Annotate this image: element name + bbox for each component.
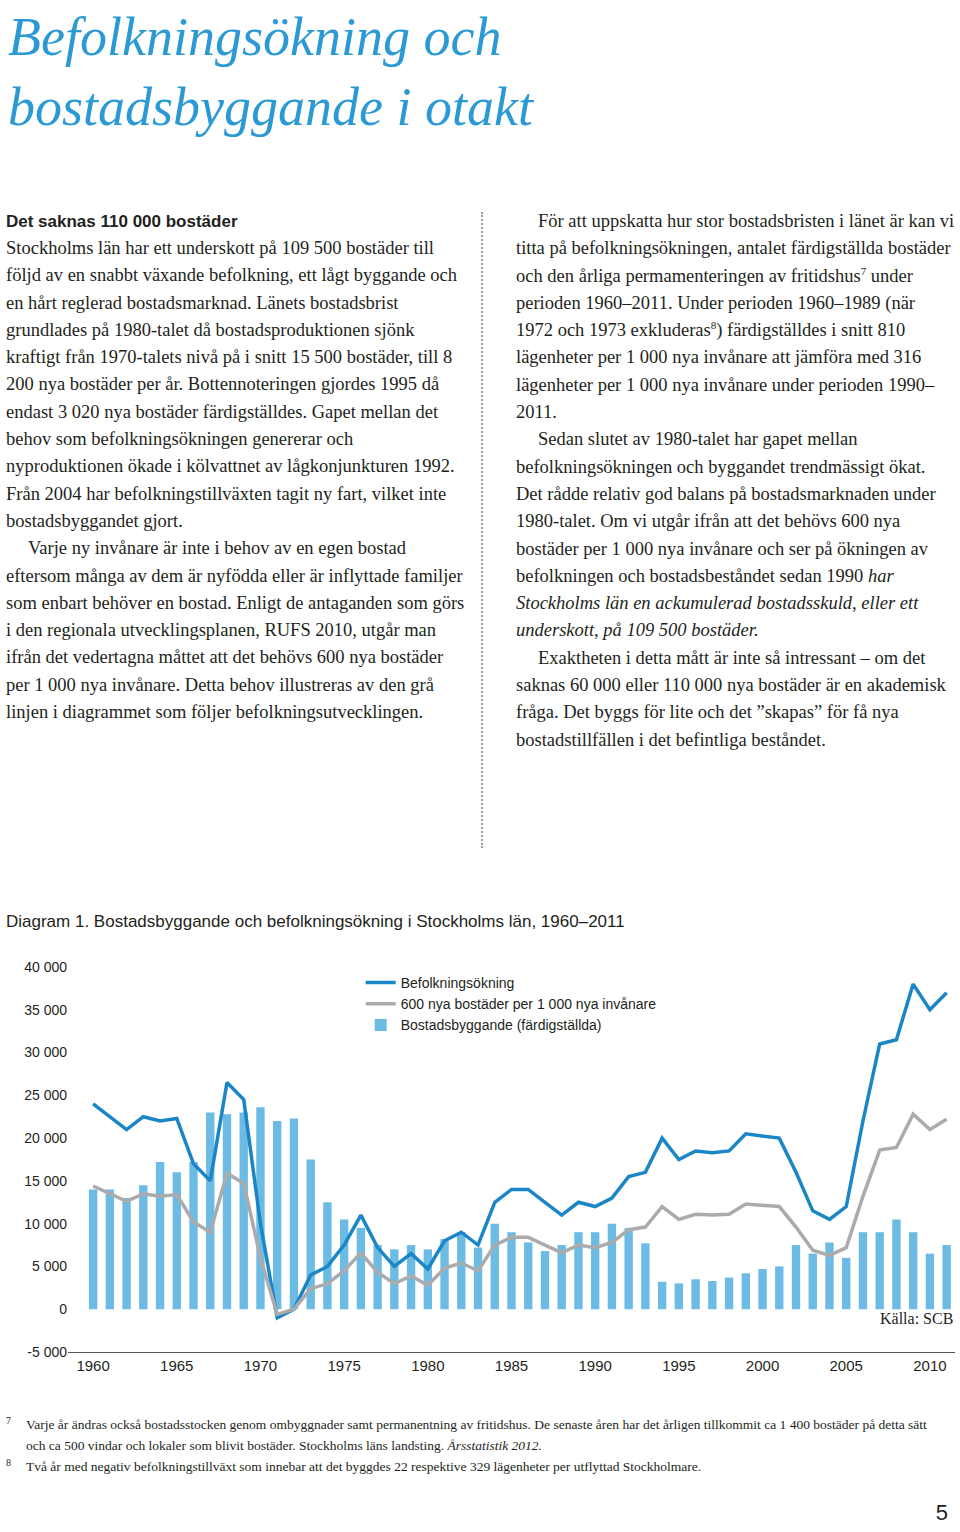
html-text:Diagram 1. Bostadsbyggande och: Diagram 1. Bostadsbyggande och befolknin… xyxy=(6,912,625,931)
svg-text:1980: 1980 xyxy=(411,1357,444,1374)
svg-text:25 000: 25 000 xyxy=(24,1087,67,1103)
svg-text:2005: 2005 xyxy=(830,1357,863,1374)
svg-text:Källa: SCB: Källa: SCB xyxy=(880,1310,953,1327)
svg-text:15 000: 15 000 xyxy=(24,1173,67,1189)
svg-text:Bostadsbyggande (färdigställda: Bostadsbyggande (färdigställda) xyxy=(401,1017,602,1033)
svg-text:1970: 1970 xyxy=(244,1357,277,1374)
svg-text:40 000: 40 000 xyxy=(24,959,67,975)
html-text:Stockholms län har ett undersk: Stockholms län har ett underskott på 109… xyxy=(6,238,458,531)
svg-text:20 000: 20 000 xyxy=(24,1130,67,1146)
svg-text:2000: 2000 xyxy=(746,1357,779,1374)
html-text:För att uppskatta hur stor bos: För att uppskatta hur stor bostadsbriste… xyxy=(516,211,955,423)
svg-text:-5 000: -5 000 xyxy=(27,1344,67,1360)
svg-text:1965: 1965 xyxy=(160,1357,193,1374)
html-text:Exaktheten i detta mått är int: Exaktheten i detta mått är inte så intre… xyxy=(516,647,946,750)
svg-text:1995: 1995 xyxy=(662,1357,695,1374)
svg-text:1990: 1990 xyxy=(578,1357,611,1374)
html-text:Sedan slutet av 1980-talet har: Sedan slutet av 1980-talet har gapet mel… xyxy=(516,429,936,641)
svg-text:1960: 1960 xyxy=(76,1357,109,1374)
html-text:Två år med negativ befolknings: Två år med negativ befolkningstillväxt s… xyxy=(26,1459,702,1474)
html-text:bostadsbyggande i otakt: bostadsbyggande i otakt xyxy=(8,77,533,137)
svg-text:30 000: 30 000 xyxy=(24,1044,67,1060)
svg-text:35 000: 35 000 xyxy=(24,1002,67,1018)
html-text:Varje ny invånare är inte i be: Varje ny invånare är inte i behov av en … xyxy=(6,538,465,722)
svg-text:1975: 1975 xyxy=(327,1357,360,1374)
svg-text:10 000: 10 000 xyxy=(24,1216,67,1232)
html-text:Befolkningsökning och: Befolkningsökning och xyxy=(8,7,502,67)
svg-text:Befolkningsökning: Befolkningsökning xyxy=(401,975,515,991)
html-text:5: 5 xyxy=(935,1500,948,1525)
svg-text:0: 0 xyxy=(59,1301,67,1317)
html-text:7: 7 xyxy=(6,1415,11,1426)
html-text:Varje år ändras också bostadss: Varje år ändras också bostadsstocken gen… xyxy=(26,1417,927,1453)
svg-text:600 nya bostäder per 1 000 nya: 600 nya bostäder per 1 000 nya invånare xyxy=(401,996,657,1012)
svg-text:5 000: 5 000 xyxy=(32,1258,67,1274)
html-text:8: 8 xyxy=(6,1457,11,1468)
svg-text:2010: 2010 xyxy=(913,1357,946,1374)
html-text:Det saknas 110 000 bostäder: Det saknas 110 000 bostäder xyxy=(6,212,238,231)
svg-text:1985: 1985 xyxy=(495,1357,528,1374)
